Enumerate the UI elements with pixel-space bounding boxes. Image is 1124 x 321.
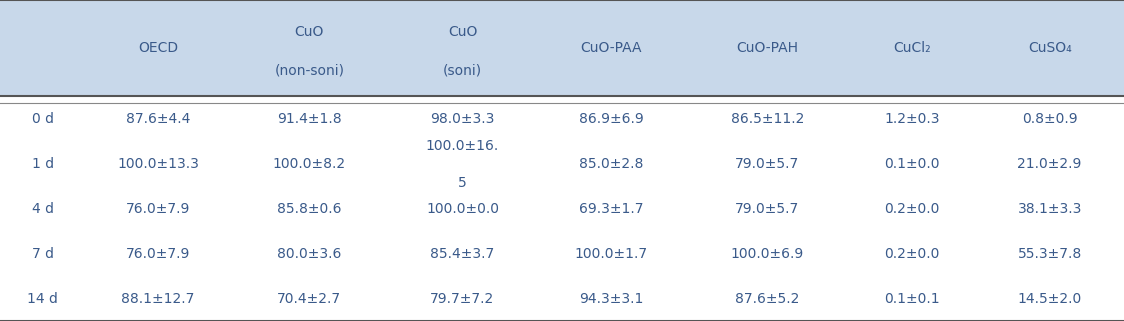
Text: CuSO₄: CuSO₄: [1027, 41, 1071, 55]
Text: 0.2±0.0: 0.2±0.0: [885, 247, 940, 261]
Text: 76.0±7.9: 76.0±7.9: [126, 247, 190, 261]
Text: OECD: OECD: [138, 41, 179, 55]
Text: 1.2±0.3: 1.2±0.3: [885, 112, 940, 126]
Text: 0 d: 0 d: [31, 112, 54, 126]
Text: 87.6±5.2: 87.6±5.2: [735, 291, 799, 306]
Text: 86.5±11.2: 86.5±11.2: [731, 112, 804, 126]
Text: 14 d: 14 d: [27, 291, 58, 306]
Text: 98.0±3.3: 98.0±3.3: [430, 112, 495, 126]
Text: 21.0±2.9: 21.0±2.9: [1017, 157, 1081, 171]
Text: 87.6±4.4: 87.6±4.4: [126, 112, 190, 126]
Text: 79.7±7.2: 79.7±7.2: [430, 291, 495, 306]
Text: 100.0±1.7: 100.0±1.7: [574, 247, 647, 261]
Text: 0.1±0.1: 0.1±0.1: [885, 291, 940, 306]
Text: (non-soni): (non-soni): [274, 64, 344, 78]
Text: 88.1±12.7: 88.1±12.7: [121, 291, 194, 306]
Text: 70.4±2.7: 70.4±2.7: [278, 291, 342, 306]
Text: 91.4±1.8: 91.4±1.8: [277, 112, 342, 126]
Text: CuCl₂: CuCl₂: [894, 41, 931, 55]
Text: CuO: CuO: [294, 25, 324, 39]
Text: 85.4±3.7: 85.4±3.7: [430, 247, 495, 261]
Text: 94.3±3.1: 94.3±3.1: [579, 291, 643, 306]
Text: 0.2±0.0: 0.2±0.0: [885, 202, 940, 216]
Bar: [0, 0, 1124, 96]
Text: 7 d: 7 d: [31, 247, 54, 261]
Text: 100.0±6.9: 100.0±6.9: [731, 247, 804, 261]
Text: 38.1±3.3: 38.1±3.3: [1017, 202, 1081, 216]
Text: CuO: CuO: [447, 25, 478, 39]
Text: 85.0±2.8: 85.0±2.8: [579, 157, 643, 171]
Text: 4 d: 4 d: [31, 202, 54, 216]
Text: 5: 5: [459, 176, 466, 190]
Text: CuO-PAH: CuO-PAH: [736, 41, 798, 55]
Text: 79.0±5.7: 79.0±5.7: [735, 157, 799, 171]
Text: 14.5±2.0: 14.5±2.0: [1017, 291, 1081, 306]
Text: 100.0±0.0: 100.0±0.0: [426, 202, 499, 216]
Text: 100.0±13.3: 100.0±13.3: [117, 157, 199, 171]
Text: 80.0±3.6: 80.0±3.6: [278, 247, 342, 261]
Text: CuO-PAA: CuO-PAA: [580, 41, 642, 55]
Text: (soni): (soni): [443, 64, 482, 78]
Text: 86.9±6.9: 86.9±6.9: [579, 112, 644, 126]
Text: 55.3±7.8: 55.3±7.8: [1017, 247, 1081, 261]
Text: 100.0±8.2: 100.0±8.2: [273, 157, 346, 171]
Text: 0.1±0.0: 0.1±0.0: [885, 157, 940, 171]
Text: 69.3±1.7: 69.3±1.7: [579, 202, 643, 216]
Text: 79.0±5.7: 79.0±5.7: [735, 202, 799, 216]
Text: 85.8±0.6: 85.8±0.6: [278, 202, 342, 216]
Text: 0.8±0.9: 0.8±0.9: [1022, 112, 1078, 126]
Text: 1 d: 1 d: [31, 157, 54, 171]
Text: 76.0±7.9: 76.0±7.9: [126, 202, 190, 216]
Text: 100.0±16.: 100.0±16.: [426, 139, 499, 153]
